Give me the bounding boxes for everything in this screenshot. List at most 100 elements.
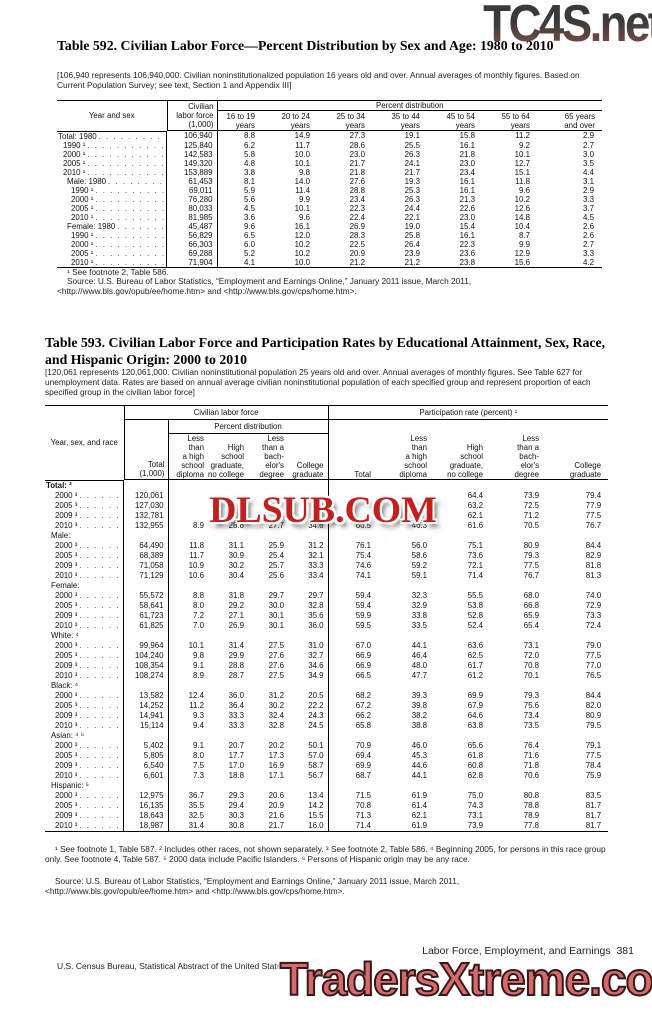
cell: 21.2 bbox=[404, 257, 420, 267]
dot-leader bbox=[79, 821, 121, 830]
table-row: 2000 ³5,402 9.1 20.7 20.2 50.1 70.9 46.0 65.6 76… bbox=[45, 740, 608, 751]
cell: 106,940 bbox=[167, 130, 218, 141]
cell: 69.4 bbox=[355, 751, 372, 760]
dot-leader bbox=[79, 761, 121, 770]
cell: 45.3 bbox=[411, 751, 428, 760]
cell: 17.1 bbox=[268, 771, 284, 780]
dot-leader bbox=[79, 501, 121, 510]
cell: 9.8 bbox=[193, 651, 204, 660]
cell: 8.9 bbox=[193, 521, 204, 530]
cell bbox=[288, 780, 329, 791]
dot-leader bbox=[79, 811, 121, 820]
table-row: 2009 ³6,540 7.5 17.0 16.9 58.7 69.9 44.6 60.8 71… bbox=[45, 760, 608, 771]
row-label: 2005 ³ bbox=[45, 550, 124, 561]
cell: 66.8 bbox=[523, 601, 540, 610]
cell: 34.6 bbox=[288, 520, 329, 531]
cell: 71,129 bbox=[124, 570, 169, 581]
dot-leader bbox=[79, 511, 121, 520]
cell bbox=[248, 631, 288, 641]
cell bbox=[328, 479, 385, 491]
dot-leader bbox=[95, 195, 164, 204]
watermark-bottom: TradersXtreme.com bbox=[279, 952, 652, 1006]
cell: 6,601 bbox=[124, 770, 169, 781]
cell: 27.6 bbox=[268, 661, 284, 670]
dot-leader bbox=[79, 751, 121, 760]
cell: 10.2 bbox=[514, 194, 530, 204]
col-header-clf-edu: College graduate bbox=[288, 433, 329, 480]
cell: 81.7 bbox=[585, 821, 602, 830]
table-593: Year, sex, and race Civilian labor force… bbox=[45, 405, 609, 832]
cell: 36.4 bbox=[228, 701, 244, 710]
cell bbox=[288, 479, 329, 491]
cell: 5.2 bbox=[244, 248, 255, 258]
table-row: 1990 ¹56,829 6.5 12.0 28.3 25.8 16.1 8.7 2.6 bbox=[57, 230, 602, 240]
cell: 24.1 bbox=[404, 158, 420, 168]
col-header-age: 25 to 34 years bbox=[336, 112, 365, 130]
table-row: 2010 ³18,987 31.4 30.8 21.7 16.0 71.4 61.9 73.9… bbox=[45, 820, 608, 831]
cell: 2.7 bbox=[583, 140, 595, 150]
dot-leader bbox=[95, 258, 164, 267]
cell: 62.1 bbox=[411, 811, 428, 820]
cell bbox=[288, 580, 329, 591]
cell: 32.8 bbox=[288, 600, 329, 611]
table-row: Female: bbox=[45, 580, 608, 591]
cell: 75.9 bbox=[585, 771, 602, 780]
cell: 16.1 bbox=[459, 140, 475, 150]
cell: 8.0 bbox=[193, 751, 204, 760]
cell: 14,252 bbox=[124, 700, 169, 711]
cell: 16.1 bbox=[459, 230, 475, 240]
cell: 25.5 bbox=[404, 140, 420, 150]
cell: 59.9 bbox=[355, 611, 372, 620]
cell: 31.8 bbox=[228, 591, 244, 600]
cell: 24.5 bbox=[288, 720, 329, 731]
cell: 21.7 bbox=[268, 821, 284, 830]
dot-leader bbox=[79, 491, 121, 500]
cell: 27.1 bbox=[228, 611, 244, 620]
cell: 83.5 bbox=[585, 791, 602, 800]
cell bbox=[168, 631, 208, 641]
cell: 79.5 bbox=[585, 721, 602, 730]
cell: 78.4 bbox=[585, 761, 602, 770]
cell: 30.2 bbox=[268, 701, 284, 710]
cell: 16.9 bbox=[268, 761, 284, 770]
cell: 29.9 bbox=[228, 651, 244, 660]
cell: 66,303 bbox=[167, 239, 218, 249]
row-label: 2005 ³ bbox=[45, 700, 124, 711]
table-row: 2010 ³132,955 8.9 28.8 27.7 34.6 66.5 46.3 61.6… bbox=[45, 520, 608, 531]
cell: 15.4 bbox=[459, 221, 475, 231]
cell: 63.8 bbox=[467, 721, 484, 730]
dot-leader bbox=[79, 661, 121, 670]
cell: 65.4 bbox=[523, 621, 540, 630]
cell: 28.7 bbox=[228, 671, 244, 680]
cell: 27.7 bbox=[268, 521, 284, 530]
cell: 22.3 bbox=[459, 239, 475, 249]
cell bbox=[440, 631, 496, 641]
cell: 21.8 bbox=[349, 167, 365, 177]
cell: 31.2 bbox=[268, 691, 284, 700]
table-row: Male: 198061,453 8.1 14.0 27.6 19.3 16.1 11.8 3… bbox=[57, 176, 602, 186]
cell: 12.4 bbox=[188, 691, 204, 700]
dot-leader bbox=[99, 132, 164, 141]
cell: 52.8 bbox=[467, 611, 484, 620]
row-label: 2000 ³ bbox=[45, 690, 124, 701]
cell: 64.6 bbox=[467, 711, 484, 720]
cell: 67.0 bbox=[355, 641, 372, 650]
cell: 13,582 bbox=[124, 690, 169, 701]
cell: 71,904 bbox=[167, 257, 218, 267]
cell: 19.0 bbox=[404, 221, 420, 231]
col-header-age: 16 to 19 years bbox=[226, 112, 255, 130]
cell: 59.4 bbox=[355, 591, 372, 600]
cell: 7.3 bbox=[193, 771, 204, 780]
cell bbox=[288, 730, 329, 741]
col-group-percent-distribution: Percent distribution bbox=[217, 100, 603, 112]
row-label: White: ⁴ bbox=[45, 630, 124, 641]
cell: 14.0 bbox=[294, 176, 310, 186]
cell: 73.3 bbox=[585, 611, 602, 620]
cell: 20.2 bbox=[268, 741, 284, 750]
cell: 22.5 bbox=[349, 239, 365, 249]
table-row: 2005 ³14,252 11.2 36.4 30.2 22.2 67.2 39.8 67.9… bbox=[45, 700, 608, 711]
table-row: 2005 ¹69,288 5.2 10.2 20.9 23.9 23.6 12.9 3.3 bbox=[57, 248, 602, 258]
table-row: 2010 ³108,274 8.9 28.7 27.5 34.9 66.5 47.7 61.2… bbox=[45, 670, 608, 681]
